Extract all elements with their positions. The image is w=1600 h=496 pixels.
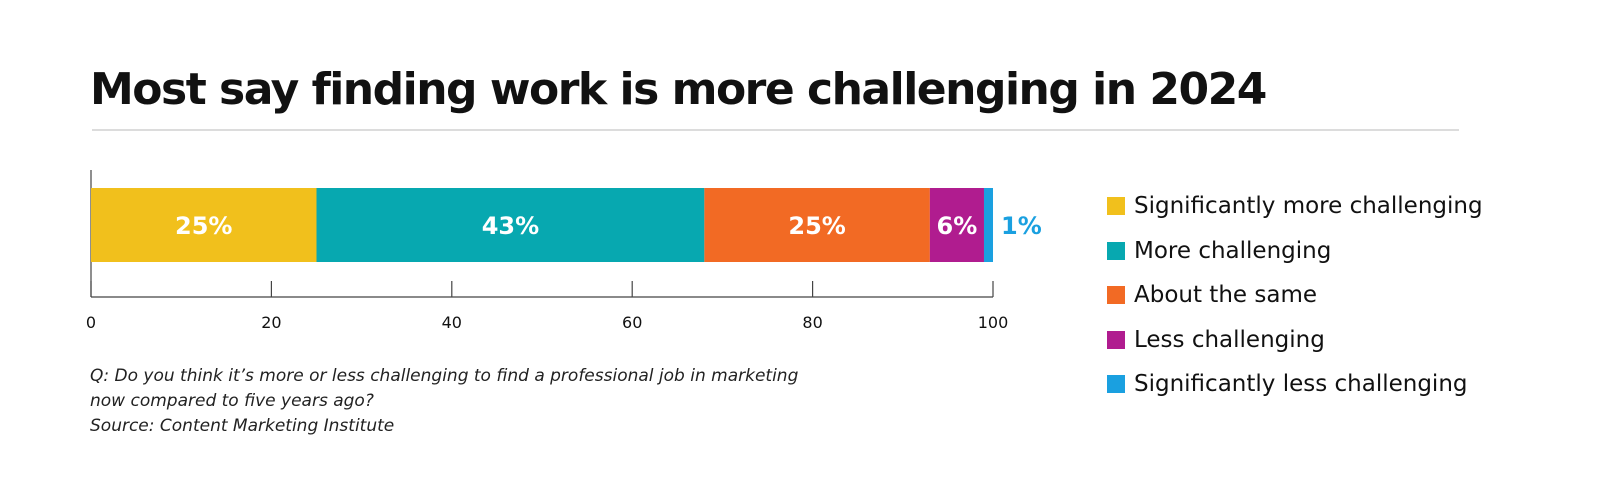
legend-item-more: More challenging (1107, 229, 1483, 274)
title-divider (92, 129, 1459, 131)
chart-legend: Significantly more challenging More chal… (1107, 184, 1483, 407)
x-tick-label: 20 (261, 313, 281, 332)
legend-swatch (1107, 375, 1125, 394)
bar-segment-2 (316, 188, 705, 262)
data-label-3: 25% (788, 212, 845, 240)
legend-swatch (1107, 241, 1125, 260)
legend-item-significantly-more: Significantly more challenging (1107, 184, 1483, 229)
legend-swatch (1107, 197, 1125, 216)
bar-segment-1 (91, 188, 317, 262)
bar-segment-3 (704, 188, 930, 262)
legend-label: More challenging (1134, 237, 1332, 264)
legend-item-significantly-less: Significantly less challenging (1107, 362, 1483, 407)
data-label-4: 6% (937, 212, 978, 240)
legend-label: Less challenging (1134, 326, 1325, 353)
stacked-bar-chart: 0 20 40 60 80 100 25% 43% 25% 6% 1% (86, 170, 1042, 332)
chart-footnote: Q: Do you think it’s more or less challe… (90, 364, 798, 439)
bar-segment-5 (983, 188, 993, 262)
data-label-5: 1% (1001, 212, 1042, 240)
bar-segment-4 (929, 188, 984, 262)
legend-label: Significantly less challenging (1134, 371, 1468, 398)
data-label-2: 43% (482, 212, 539, 240)
x-tick-label: 100 (978, 313, 1009, 332)
data-label-1: 25% (175, 212, 232, 240)
question-line-2: now compared to five years ago? (90, 391, 374, 411)
x-tick-label: 0 (86, 313, 96, 332)
chart-title: Most say finding work is more challengin… (90, 64, 1267, 115)
question-line-1: Q: Do you think it’s more or less challe… (90, 366, 799, 386)
legend-swatch (1107, 330, 1125, 349)
x-tick-label: 60 (622, 313, 642, 332)
legend-item-less: Less challenging (1107, 318, 1483, 363)
legend-item-about-same: About the same (1107, 273, 1483, 318)
x-tick-label: 80 (802, 313, 822, 332)
legend-label: Significantly more challenging (1134, 193, 1483, 220)
legend-swatch (1107, 286, 1125, 305)
source-line: Source: Content Marketing Institute (90, 416, 395, 436)
legend-label: About the same (1134, 282, 1318, 309)
x-tick-label: 40 (442, 313, 462, 332)
